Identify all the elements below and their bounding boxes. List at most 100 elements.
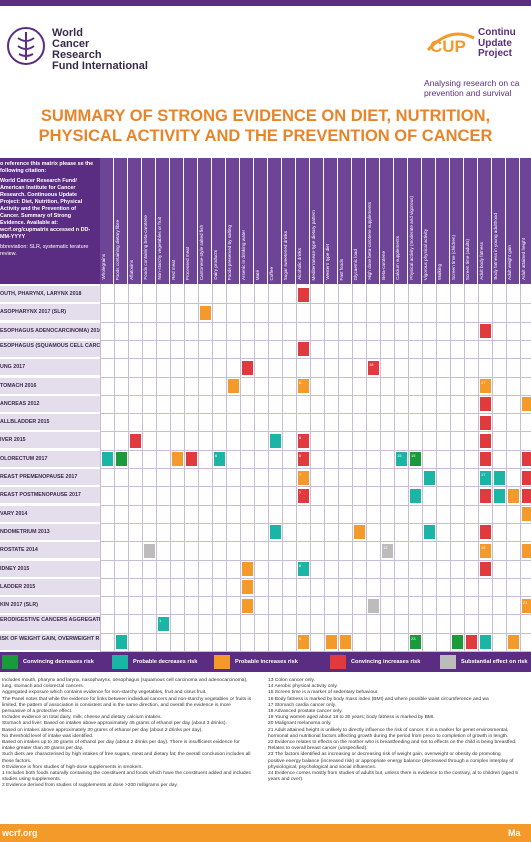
- row-label: REAST POSTMENOPAUSE 2017: [0, 487, 100, 505]
- evidence-cell: [102, 452, 113, 467]
- cell-footnote: 15: [397, 453, 402, 459]
- evidence-cell: [228, 379, 239, 393]
- cell-footnote: 6: [299, 434, 302, 440]
- grid-line: [338, 284, 339, 654]
- column-label: Foods preserved by salting: [227, 224, 232, 280]
- footer: wcrf.org Ma: [0, 824, 531, 842]
- row-line: [100, 486, 531, 488]
- cell-footnote: 9: [299, 636, 302, 642]
- evidence-cell: [242, 580, 253, 595]
- footnote: No threshold level of intake was identif…: [2, 733, 94, 739]
- matrix-row: ERODIGESTIVE CANCERS AGGREGATED) 2016-20…: [0, 615, 531, 633]
- matrix-row: VARY 2014: [0, 505, 531, 523]
- legend-swatch: [2, 655, 18, 669]
- evidence-cell: [480, 525, 491, 540]
- column-label: Screen time (adults): [465, 238, 470, 280]
- evidence-cell: [298, 342, 309, 357]
- column-label: Adult body fatness: [479, 242, 484, 280]
- row-line: [100, 303, 531, 305]
- evidence-cell: [270, 525, 281, 540]
- evidence-cell: [480, 324, 491, 339]
- cell-footnote: 7: [299, 471, 302, 477]
- cell-footnote: 8: [299, 563, 302, 568]
- matrix-row: IVER 2015: [0, 432, 531, 450]
- column-label: Glycaemic load: [353, 248, 358, 280]
- grid-line: [450, 284, 451, 654]
- column-header: Beta-carotene: [380, 158, 394, 284]
- evidence-cell: [522, 507, 531, 522]
- evidence-cell: [410, 488, 421, 503]
- footer-url[interactable]: wcrf.org: [2, 828, 38, 838]
- footnote: 16 Body fatness is marked by body mass i…: [268, 696, 489, 702]
- row-line: [100, 577, 531, 579]
- org-line: Fund International: [52, 60, 148, 72]
- cell-footnote: 18: [481, 544, 486, 550]
- column-header: Adult weight gain: [506, 158, 520, 284]
- row-label: IVER 2015: [0, 432, 100, 450]
- matrix-row: OUTH, PHARYNX, LARYNX 2018: [0, 286, 531, 303]
- cell-footnote: 17: [481, 380, 486, 385]
- wcrf-logo-icon: [7, 27, 45, 65]
- row-label: VARY 2014: [0, 505, 100, 523]
- row-line: [100, 394, 531, 396]
- column-label: Arsenic in drinking water: [241, 229, 246, 280]
- row-label: IDNEY 2015: [0, 560, 100, 578]
- evidence-cell: [466, 635, 477, 650]
- column-header: Arsenic in drinking water: [240, 158, 254, 284]
- column-header: Red meat: [170, 158, 184, 284]
- footnote: 17 Stomach cardia cancer only.: [268, 702, 337, 708]
- evidence-cell: [522, 470, 531, 485]
- evidence-cell: [354, 525, 365, 540]
- footnote: 21 Adult attained height is unlikely to …: [268, 727, 509, 739]
- column-header: Adult attained height: [520, 158, 531, 284]
- legend-label: Substantial effect on risk: [461, 659, 528, 665]
- column-label: Wholegrains: [101, 254, 106, 280]
- column-header: Aflatoxins: [128, 158, 142, 284]
- grid-line: [268, 284, 269, 654]
- footnote: 15 Screen time is a marker of sedentary …: [268, 690, 379, 696]
- column-header: Body fatness in young adulthood: [492, 158, 506, 284]
- grid-line: [310, 284, 311, 654]
- evidence-cell: [508, 488, 519, 503]
- evidence-cell: [522, 488, 531, 503]
- footnotes: Includes mouth, pharynx and larynx, naso…: [0, 674, 531, 824]
- column-label: Adult attained height: [521, 238, 526, 280]
- column-label: Foods containing dietary fibre: [115, 219, 120, 280]
- column-label: Dairy products: [213, 250, 218, 280]
- evidence-cell: 12: [382, 543, 393, 558]
- column-header: Foods containing beta-carotene: [142, 158, 156, 284]
- row-line: [100, 321, 531, 323]
- footnotes-left: Includes mouth, pharynx and larynx, naso…: [2, 678, 252, 790]
- footnote: Aggregated exposure which contains evide…: [2, 690, 207, 696]
- top-bar: [0, 0, 531, 6]
- matrix-row: KIN 2017 (SLR): [0, 597, 531, 615]
- column-label: Processed meat: [185, 246, 190, 280]
- column-label: Red meat: [171, 260, 176, 280]
- cell-footnote: 6: [299, 380, 302, 385]
- matrix-row: ALLBLADDER 2015: [0, 414, 531, 432]
- evidence-cell: [494, 488, 505, 503]
- column-label: Vigorous physical activity: [423, 228, 428, 280]
- column-header: Cantonese-style salted fish: [198, 158, 212, 284]
- evidence-cell: [480, 415, 491, 430]
- org-line: World: [52, 27, 83, 39]
- legend-swatch: [440, 655, 456, 669]
- evidence-cell: [242, 598, 253, 613]
- row-label: REAST PREMENOPAUSE 2017: [0, 469, 100, 486]
- row-line: [100, 376, 531, 378]
- grid-line: [408, 284, 409, 654]
- tagline-line: Analysing research on ca: [424, 78, 520, 88]
- column-label: Mediterranean-type dietary pattern: [311, 209, 316, 280]
- matrix-row: ANCREAS 2012: [0, 395, 531, 413]
- evidence-cell: 7: [298, 470, 309, 485]
- evidence-cell: [480, 562, 491, 576]
- column-label: Foods containing beta-carotene: [143, 215, 148, 280]
- row-line: [100, 632, 531, 634]
- row-line: [100, 541, 531, 543]
- evidence-cell: [340, 635, 351, 650]
- cup-logo-icon: CUP: [426, 32, 475, 56]
- evidence-cell: 8: [298, 562, 309, 576]
- column-header: Calcium supplements: [394, 158, 408, 284]
- org-line: Cancer: [52, 38, 90, 50]
- row-line: [100, 596, 531, 598]
